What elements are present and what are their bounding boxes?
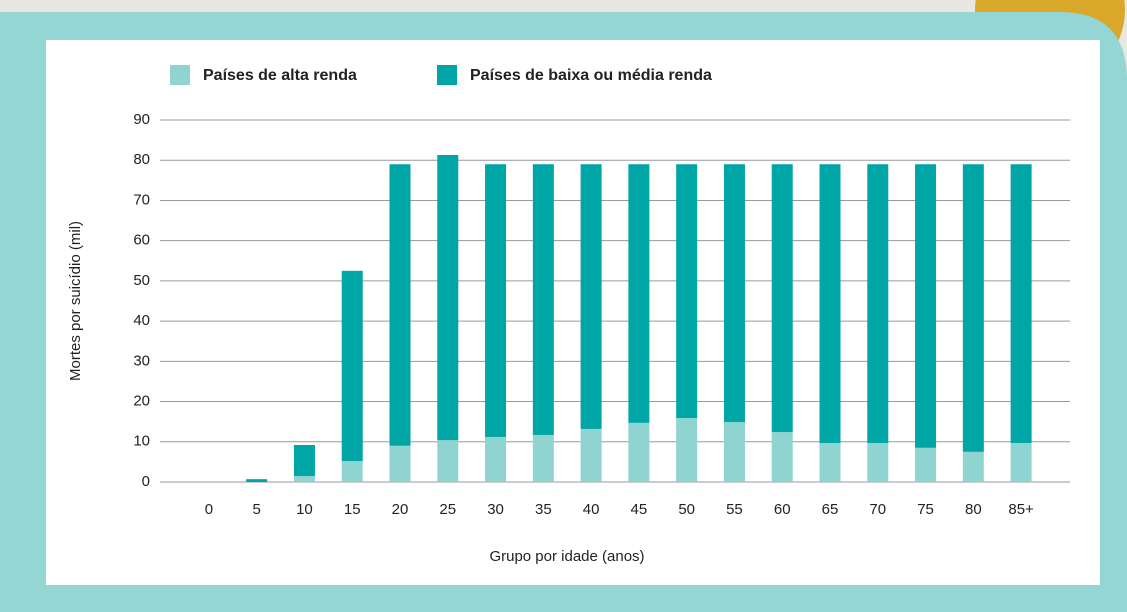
bar-segment: [915, 448, 936, 482]
x-tick-label: 35: [535, 501, 552, 518]
y-tick-label: 0: [142, 473, 150, 490]
y-tick-label: 40: [133, 312, 150, 329]
x-tick-label: 70: [869, 501, 886, 518]
y-tick-label: 60: [133, 232, 150, 249]
bar-segment: [437, 440, 458, 482]
y-tick-label: 10: [133, 433, 150, 450]
y-tick-label: 90: [133, 111, 150, 128]
bar-segment: [724, 164, 745, 422]
x-tick-label: 0: [205, 501, 213, 518]
x-axis-title: Grupo por idade (anos): [489, 548, 644, 565]
y-tick-label: 80: [133, 151, 150, 168]
bar-segment: [533, 164, 554, 435]
legend-text: Países de baixa ou média renda: [470, 67, 712, 84]
bar-segment: [437, 155, 458, 440]
x-tick-label: 85+: [1008, 501, 1034, 518]
bar-segment: [485, 164, 506, 437]
bar-segment: [294, 476, 315, 482]
x-tick-label: 25: [439, 501, 456, 518]
x-tick-label: 5: [252, 501, 260, 518]
x-tick-label: 60: [774, 501, 791, 518]
bar-segment: [390, 446, 411, 482]
bar-segment: [963, 452, 984, 482]
bar-segment: [772, 432, 793, 482]
y-tick-label: 70: [133, 191, 150, 208]
bar-segment: [485, 437, 506, 482]
bar-segment: [724, 422, 745, 482]
bar-segment: [1011, 443, 1032, 482]
bar-segment: [820, 164, 841, 443]
x-tick-label: 40: [583, 501, 600, 518]
x-tick-label: 75: [917, 501, 934, 518]
bar-segment: [342, 461, 363, 482]
x-tick-label: 15: [344, 501, 361, 518]
bar-segment: [581, 429, 602, 482]
bar-segment: [676, 418, 697, 482]
bar-segment: [676, 164, 697, 418]
bar-segment: [915, 164, 936, 448]
chart: Grupo por idade (anos) Mortes por suicíd…: [0, 0, 1127, 612]
x-tick-label: 20: [392, 501, 409, 518]
y-tick-label: 50: [133, 272, 150, 289]
x-tick-label: 10: [296, 501, 313, 518]
bar-segment: [342, 271, 363, 461]
legend-text: Países de alta renda: [203, 67, 357, 84]
y-tick-label: 20: [133, 393, 150, 410]
legend-swatch: [437, 65, 457, 85]
bar-segment: [963, 164, 984, 452]
page: {"chart_data": {"type": "stacked-bar", "…: [0, 0, 1127, 612]
x-tick-label: 50: [678, 501, 695, 518]
bar-segment: [246, 479, 267, 482]
bar-segment: [581, 164, 602, 429]
bar-segment: [390, 164, 411, 446]
x-tick-label: 45: [631, 501, 648, 518]
x-tick-label: 30: [487, 501, 504, 518]
x-tick-label: 55: [726, 501, 743, 518]
x-tick-label: 65: [822, 501, 839, 518]
bar-segment: [820, 443, 841, 482]
bar-segment: [294, 445, 315, 476]
y-tick-label: 30: [133, 352, 150, 369]
bar-segment: [1011, 164, 1032, 443]
bar-segment: [533, 435, 554, 482]
bar-segment: [772, 164, 793, 432]
legend-swatch: [170, 65, 190, 85]
y-axis-title: Mortes por suicídio (mil): [67, 221, 84, 381]
bar-segment: [628, 423, 649, 482]
bar-segment: [628, 164, 649, 423]
bar-segment: [867, 164, 888, 443]
bar-segment: [867, 443, 888, 482]
x-tick-label: 80: [965, 501, 982, 518]
